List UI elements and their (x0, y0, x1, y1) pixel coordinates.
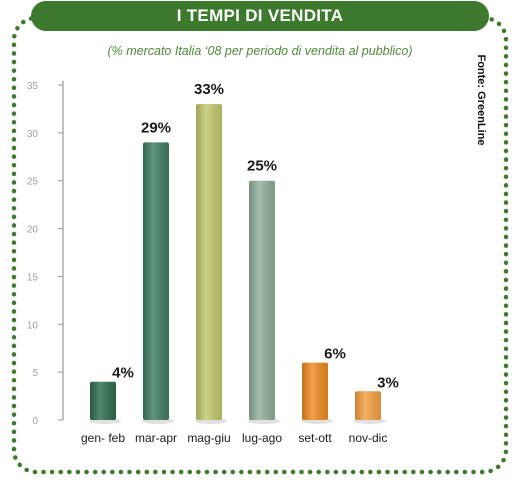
data-label: 3% (377, 374, 399, 391)
bar-highlight (90, 381, 116, 420)
chart-title: I TEMPI DI VENDITA (176, 6, 344, 25)
y-tick-label: 35 (27, 81, 39, 92)
x-tick-label: gen- feb (81, 431, 125, 445)
x-tick-label: mag-giu (187, 431, 230, 445)
x-tick-label: nov-dic (349, 431, 388, 445)
y-tick-label: 15 (27, 272, 39, 283)
y-axis: 0 5 10 15 20 25 30 35 (27, 81, 64, 427)
bar-highlight (302, 362, 328, 420)
bar-highlight (196, 104, 222, 421)
data-label: 29% (141, 119, 171, 136)
y-tick-label: 25 (27, 177, 39, 188)
bar-highlight (249, 180, 275, 420)
x-axis-labels: gen- feb mar-apr mag-giu lug-ago set-ott nov-… (81, 431, 387, 445)
data-label: 4% (112, 365, 134, 382)
y-tick-label: 30 (27, 129, 39, 140)
title-banner: I TEMPI DI VENDITA (31, 1, 489, 31)
y-tick-label: 20 (27, 225, 39, 236)
bar-highlight (355, 391, 381, 420)
x-tick-label: set-ott (298, 431, 332, 445)
data-labels: 4% 29% 33% 25% 6% 3% (112, 81, 399, 391)
bars (89, 104, 386, 424)
chart-subtitle: (% mercato Italia ‘08 per periodo di ven… (107, 44, 413, 58)
x-tick-label: mar-apr (135, 431, 177, 445)
data-label: 33% (194, 81, 224, 98)
y-tick-label: 5 (32, 368, 38, 379)
bar-highlight (143, 142, 169, 420)
data-label: 6% (324, 346, 346, 363)
y-tick-label: 10 (27, 320, 39, 331)
data-label: 25% (247, 158, 277, 175)
y-tick-label: 0 (32, 416, 38, 427)
x-tick-label: lug-ago (242, 431, 282, 445)
